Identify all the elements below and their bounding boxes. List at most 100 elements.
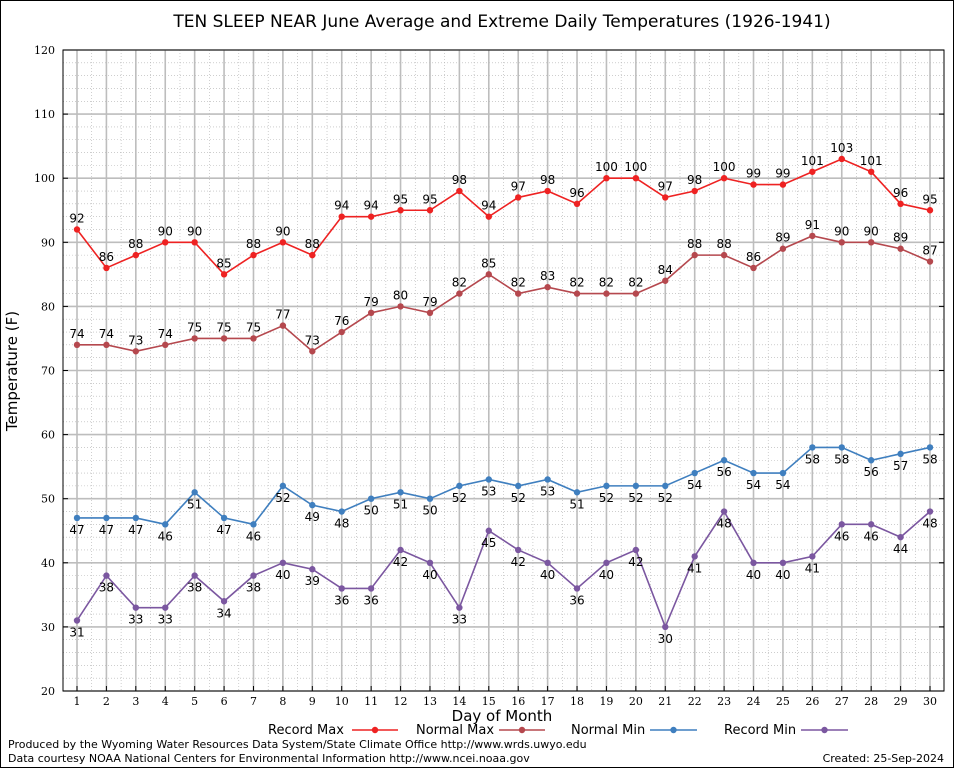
normal-max-point [485,271,492,278]
x-tick-label: 5 [191,695,198,708]
record-min-data-label: 40 [540,568,555,582]
record-max-data-label: 101 [860,154,883,168]
x-tick-label: 18 [570,695,584,708]
x-tick-label: 10 [335,695,349,708]
x-tick-label: 4 [162,695,169,708]
record-min-data-label: 31 [69,625,84,639]
legend-label-normal-min: Normal Min [571,723,645,738]
normal-min-data-label: 50 [363,504,378,518]
x-tick-label: 12 [394,695,408,708]
normal-min-data-label: 56 [864,465,879,479]
record-min-data-label: 34 [216,606,231,620]
record-min-point [73,617,81,624]
normal-max-point [632,290,640,297]
legend-marker-record-max [371,726,379,734]
normal-max-point [338,328,345,336]
y-tick-label: 120 [34,44,55,57]
record-min-data-label: 40 [599,568,614,582]
normal-max-data-label: 89 [893,231,908,245]
record-max-point [162,239,169,246]
record-min-point [103,572,110,579]
record-min-point [338,585,345,592]
legend-marker-normal-max [518,726,526,734]
record-min-data-label: 42 [511,555,526,569]
normal-min-point [603,482,610,490]
record-min-data-label: 36 [334,593,349,607]
record-max-data-label: 90 [158,224,173,238]
record-min-data-label: 38 [246,581,261,595]
normal-max-point [279,322,287,329]
record-max-point [515,194,522,201]
y-tick-label: 70 [41,365,55,378]
record-max-point [603,175,610,182]
normal-min-point [720,457,728,464]
record-min-data-label: 44 [893,542,908,556]
normal-min-data-label: 46 [158,529,173,543]
normal-max-data-label: 82 [599,276,614,290]
record-min-data-label: 40 [422,568,437,582]
normal-min-point [279,482,287,490]
x-tick-label: 7 [250,695,257,708]
record-min-point [250,572,257,579]
x-tick-label: 16 [511,695,525,708]
normal-max-data-label: 82 [452,276,467,290]
normal-max-data-label: 82 [511,276,526,290]
record-min-point [456,604,463,611]
record-min-point [397,546,404,554]
record-max-point [191,239,198,246]
record-min-series: 31 38 33 33 38 34 38 40 39 36 36 42 40 33 45 42 40 36 40 42… [69,508,938,646]
record-max-data-label: 94 [334,199,349,213]
record-max-point [279,239,287,246]
x-tick-label: 26 [805,695,819,708]
x-tick-label: 13 [423,695,437,708]
record-min-point [220,598,228,605]
normal-max-data-label: 79 [422,295,437,309]
normal-max-data-label: 85 [481,256,496,270]
x-tick-label: 8 [279,695,286,708]
record-min-data-label: 46 [864,529,879,543]
normal-max-data-label: 82 [569,276,584,290]
record-min-data-label: 38 [187,581,202,595]
normal-max-data-label: 82 [628,276,643,290]
record-max-point [779,181,787,188]
legend-marker-normal-min [670,726,677,734]
normal-max-point [456,290,463,297]
record-min-point [838,521,845,528]
y-tick-label: 50 [41,493,55,506]
record-min-data-label: 48 [716,517,731,531]
record-max-data-label: 99 [746,167,761,181]
record-min-data-label: 33 [158,613,173,627]
legend-label-record-min: Record Min [724,723,796,738]
record-min-data-label: 45 [481,536,496,550]
normal-max-data-label: 89 [775,231,790,245]
normal-max-point [720,251,728,259]
record-max-data-label: 86 [99,250,114,264]
normal-max-series: 74 74 73 74 75 75 75 77 73 76 79 80 79 82 85 82 83 82 82 82… [69,218,938,355]
record-min-data-label: 48 [922,517,937,531]
record-min-data-label: 36 [569,593,584,607]
normal-max-point [397,303,404,310]
x-tick-label: 20 [629,695,643,708]
x-tick-label: 17 [541,695,555,708]
normal-min-point [103,514,110,522]
normal-max-point [691,251,698,259]
x-tick-label: 24 [747,695,761,708]
normal-max-data-label: 90 [834,224,849,238]
normal-min-point [691,469,698,477]
record-max-point [367,213,375,220]
record-max-data-label: 97 [511,179,526,193]
record-max-point [309,251,316,259]
normal-min-data-label: 46 [246,529,261,543]
chart-title: TEN SLEEP NEAR June Average and Extreme … [172,12,830,32]
record-min-data-label: 38 [99,581,114,595]
legend-label-normal-max: Normal Max [416,723,494,738]
record-max-point [720,175,728,182]
record-max-point [456,187,463,195]
series: 92 86 88 90 90 85 88 90 88 94 94 95 95 98 94 97 98 96 100 1… [69,141,937,646]
normal-max-point [838,239,845,246]
record-min-point [720,508,728,515]
record-min-point [809,553,816,560]
normal-min-line [77,446,931,526]
record-min-data-label: 39 [305,574,320,588]
x-tick-label: 28 [864,695,878,708]
